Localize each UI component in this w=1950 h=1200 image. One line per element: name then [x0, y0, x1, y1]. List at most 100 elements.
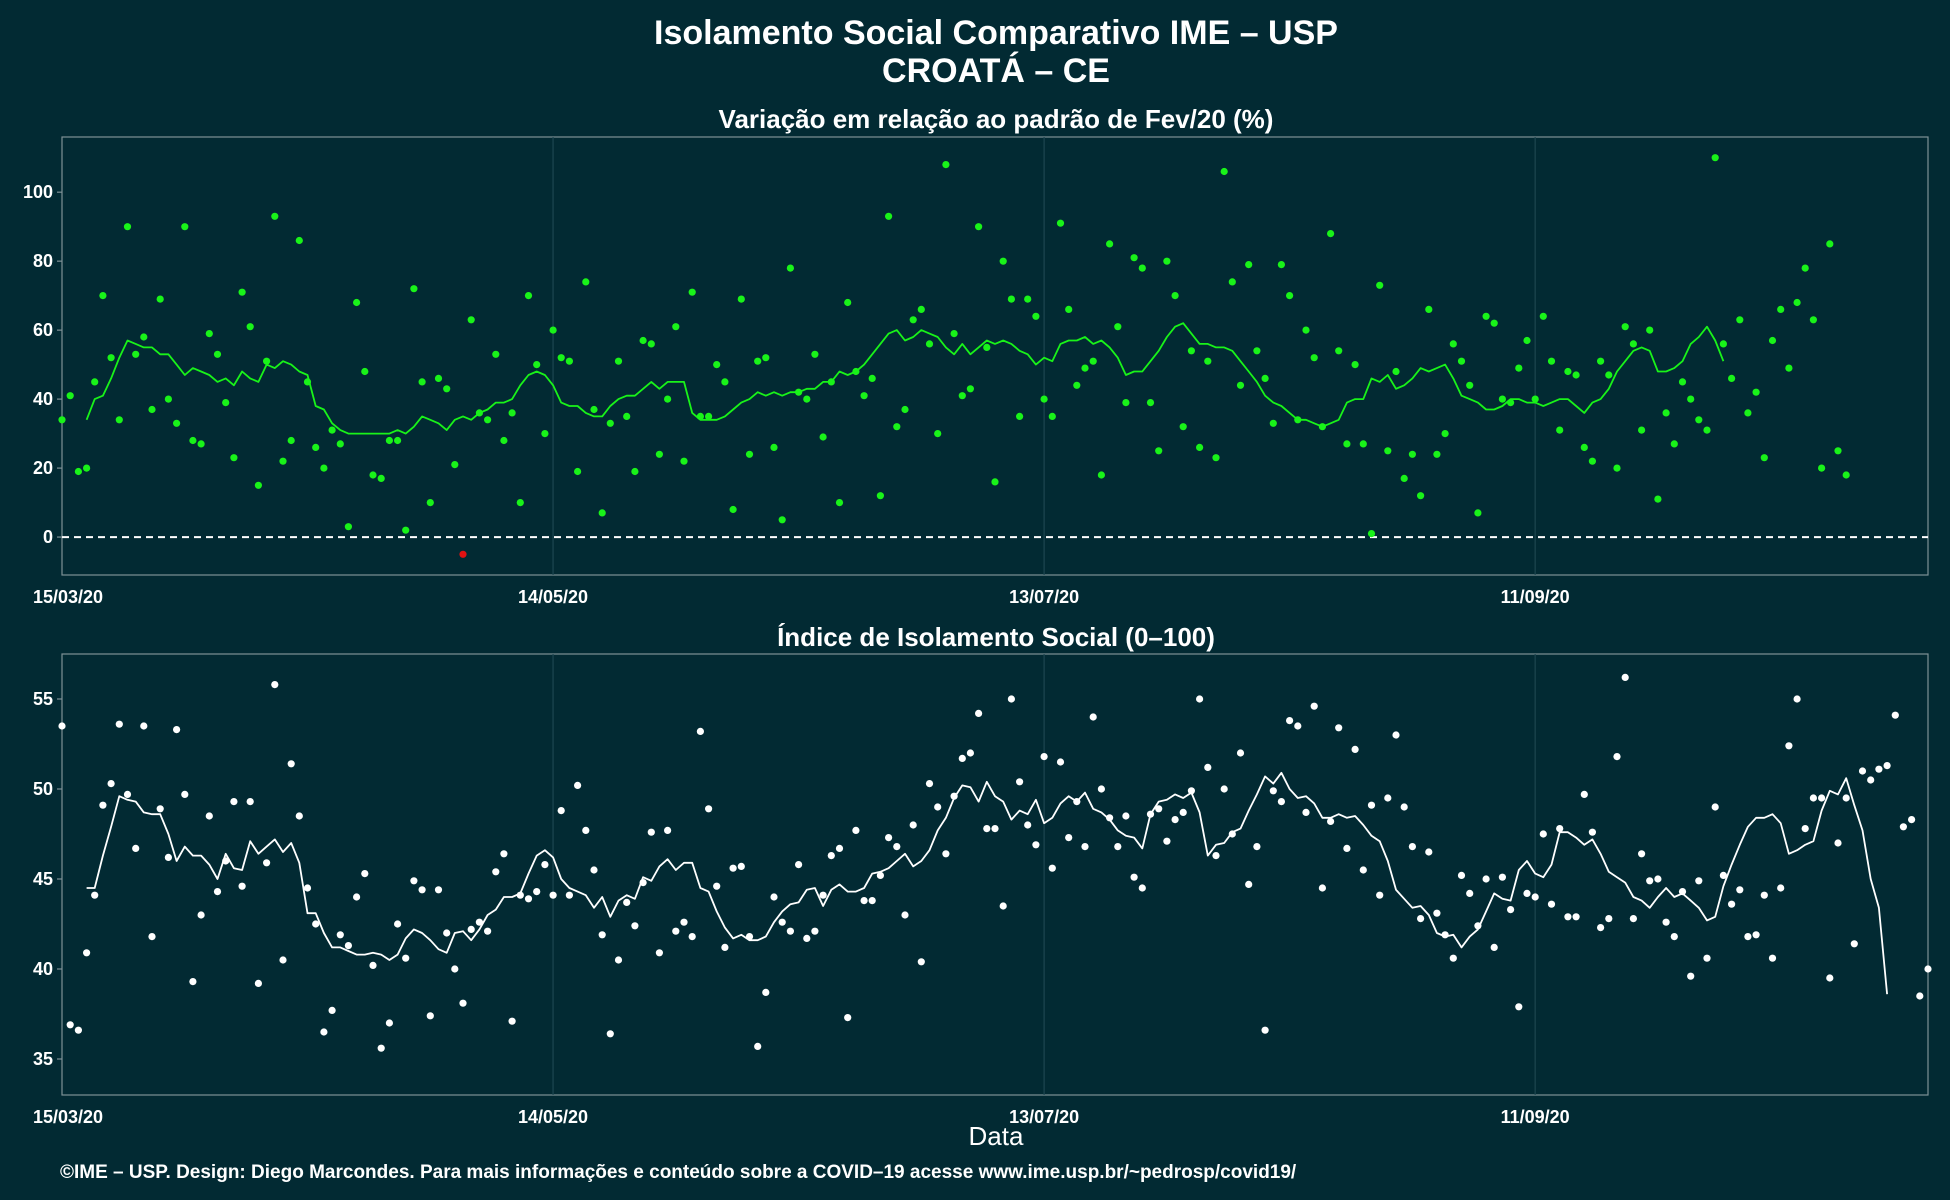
data-point [1662, 918, 1670, 926]
data-point [1376, 281, 1384, 289]
data-point [1809, 316, 1817, 324]
x-tick-label: 13/07/20 [1009, 1107, 1079, 1127]
data-point [852, 826, 860, 835]
data-point [876, 492, 885, 500]
data-point [1826, 240, 1834, 248]
data-point [1310, 354, 1318, 362]
data-point [1826, 974, 1834, 982]
data-point [623, 412, 631, 420]
data-point [639, 336, 647, 345]
data-point [1269, 787, 1277, 795]
data-point [271, 681, 279, 689]
data-point [852, 367, 860, 376]
data-point [385, 436, 393, 445]
data-point [1065, 305, 1073, 313]
data-point [279, 956, 287, 964]
data-point [1155, 805, 1163, 813]
data-point [917, 958, 925, 966]
data-point [1155, 447, 1163, 455]
data-point [1556, 426, 1564, 434]
data-point [983, 343, 991, 351]
data-point [1138, 264, 1146, 272]
data-point [835, 499, 844, 507]
data-point [876, 871, 885, 880]
data-point [295, 812, 303, 820]
data-point [1498, 395, 1506, 403]
data-point [524, 895, 533, 903]
data-point [1711, 803, 1719, 811]
data-point [1703, 426, 1711, 434]
data-point [1204, 763, 1212, 772]
data-point [770, 893, 778, 901]
data-point [279, 457, 287, 465]
y-tick-label: 45 [33, 869, 53, 889]
panel2-title: Índice de Isolamento Social (0–100) [777, 622, 1215, 652]
data-point [606, 1030, 614, 1038]
data-point [1441, 931, 1449, 939]
isolation-index-panel: 15/03/20 14/05/20 13/07/20 11/09/20 35 40 45 50… [33, 653, 1932, 1127]
data-point [574, 781, 582, 790]
data-point [655, 949, 664, 957]
data-point [1392, 731, 1400, 739]
data-point [1474, 509, 1482, 517]
data-point [1695, 877, 1703, 885]
data-point [1146, 810, 1155, 818]
data-point [1106, 814, 1114, 822]
data-point [844, 1014, 852, 1022]
data-point [1245, 880, 1253, 889]
data-point [1433, 450, 1441, 458]
data-point [1417, 492, 1425, 500]
data-point [803, 395, 811, 403]
data-point [1007, 295, 1016, 303]
data-point [1482, 875, 1490, 883]
data-point [1130, 254, 1138, 262]
data-point [443, 929, 451, 937]
data-point [213, 350, 222, 358]
data-point [925, 340, 934, 348]
data-point [508, 409, 516, 417]
data-point [909, 821, 917, 829]
data-point [361, 367, 369, 376]
data-point [672, 323, 680, 331]
data-point [1523, 336, 1531, 345]
data-point [107, 354, 115, 362]
data-point [1646, 326, 1654, 334]
data-point [173, 419, 181, 427]
y-tick-label: 0 [43, 527, 53, 547]
data-point [868, 374, 876, 382]
data-point [950, 330, 958, 338]
data-point [410, 285, 418, 293]
data-point [1466, 889, 1474, 898]
data-point [1597, 924, 1605, 932]
data-point [1482, 312, 1490, 320]
data-point [533, 361, 541, 369]
x-axis-label: Data [969, 1121, 1024, 1151]
data-point [123, 790, 132, 799]
data-point [1065, 834, 1073, 842]
data-point [1531, 893, 1539, 901]
data-point [1638, 426, 1646, 434]
data-point [1367, 530, 1376, 538]
data-point [1629, 915, 1637, 923]
data-point [1196, 443, 1204, 451]
y-tick-label: 55 [33, 689, 53, 709]
data-point [934, 803, 942, 811]
data-point [754, 1042, 762, 1050]
data-point [565, 357, 574, 365]
data-point [164, 395, 172, 403]
data-point [1801, 825, 1809, 833]
data-point [1572, 371, 1580, 379]
data-point [664, 826, 672, 835]
data-point [1384, 447, 1392, 455]
data-point [729, 864, 737, 872]
data-point [1908, 816, 1916, 824]
data-point [132, 844, 140, 853]
data-point [238, 882, 246, 890]
data-point [1089, 713, 1097, 721]
data-point [860, 392, 868, 400]
data-point [1850, 940, 1858, 948]
data-point [1466, 381, 1474, 389]
data-point [320, 464, 328, 472]
data-point [312, 443, 320, 451]
data-point [1531, 395, 1539, 403]
